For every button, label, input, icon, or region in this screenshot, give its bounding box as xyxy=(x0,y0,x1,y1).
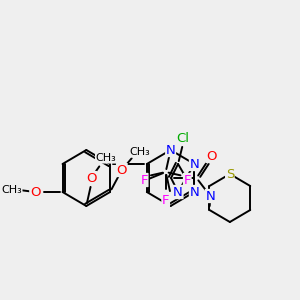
Text: CH₃: CH₃ xyxy=(129,147,150,157)
Text: F: F xyxy=(162,194,169,206)
Text: CH₃: CH₃ xyxy=(1,185,22,195)
Text: N: N xyxy=(190,185,199,199)
Text: CH₃: CH₃ xyxy=(95,153,116,163)
Text: O: O xyxy=(30,185,40,199)
Text: O: O xyxy=(86,172,97,184)
Text: O: O xyxy=(117,164,127,176)
Text: O: O xyxy=(206,149,217,163)
Text: N: N xyxy=(166,143,176,157)
Text: N: N xyxy=(206,190,215,202)
Text: S: S xyxy=(226,167,234,181)
Text: N: N xyxy=(190,158,199,170)
Text: F: F xyxy=(140,173,148,187)
Text: Cl: Cl xyxy=(176,131,189,145)
Text: N: N xyxy=(173,185,183,199)
Text: F: F xyxy=(184,173,191,187)
